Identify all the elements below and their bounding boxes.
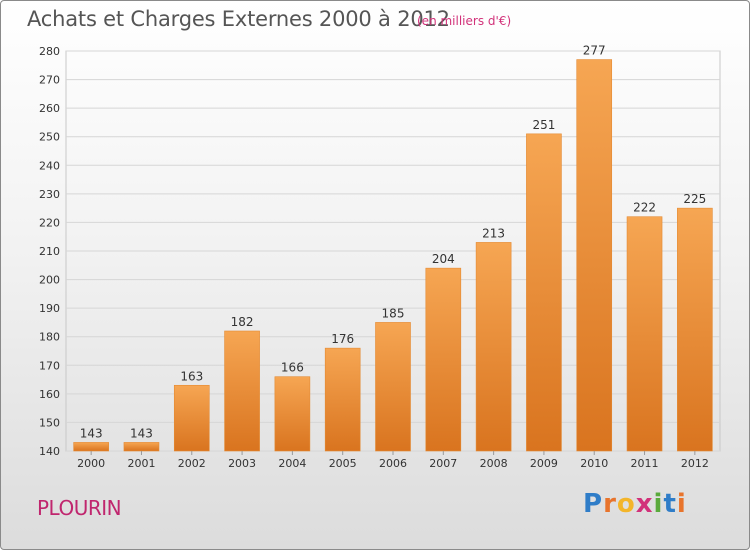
bar-2010: [576, 59, 613, 452]
data-label: 225: [683, 192, 706, 206]
bar-2012: [677, 207, 713, 452]
data-label: 143: [80, 426, 103, 440]
y-tick-label: 270: [39, 74, 60, 87]
data-label: 163: [180, 369, 203, 383]
x-tick-label: 2008: [480, 457, 508, 470]
y-tick-label: 250: [39, 131, 60, 144]
data-label: 143: [130, 426, 153, 440]
chart-subtitle: (en milliers d'€): [417, 14, 512, 28]
x-tick-label: 2001: [127, 457, 155, 470]
x-tick-label: 2000: [77, 457, 105, 470]
brand-letter: o: [616, 489, 636, 519]
data-label: 204: [432, 252, 455, 266]
bar-2008: [475, 242, 512, 452]
bar-2011: [626, 216, 663, 452]
brand-letter: x: [635, 489, 654, 519]
brand-letter: r: [603, 489, 617, 519]
bar-2003: [224, 330, 260, 452]
bar-2004: [274, 376, 311, 452]
x-tick-label: 2011: [631, 457, 659, 470]
data-label: 166: [281, 361, 304, 375]
y-tick-label: 230: [39, 188, 60, 201]
y-tick-label: 280: [39, 45, 60, 58]
x-tick-label: 2003: [228, 457, 256, 470]
data-label: 182: [231, 315, 254, 329]
y-tick-label: 220: [39, 216, 60, 229]
bar-2000: [73, 442, 109, 452]
data-label: 185: [382, 306, 405, 320]
x-tick-label: 2007: [429, 457, 457, 470]
data-label: 213: [482, 226, 505, 240]
brand-letter: i: [653, 489, 664, 519]
y-tick-label: 160: [39, 388, 60, 401]
y-tick-label: 200: [39, 274, 60, 287]
bar-2006: [375, 322, 411, 452]
bar-2007: [425, 267, 462, 452]
data-label: 277: [583, 44, 606, 58]
brand-letter: P: [583, 489, 604, 519]
x-tick-label: 2005: [329, 457, 357, 470]
bar-2001: [123, 442, 160, 452]
y-tick-label: 240: [39, 159, 60, 172]
bars: 143 143 163 182 166 176 185 204 213 251 277 222 225: [73, 44, 713, 452]
chart-title: Achats et Charges Externes 2000 à 2012: [27, 7, 450, 31]
x-tick-label: 2012: [681, 457, 709, 470]
y-tick-label: 190: [39, 302, 60, 315]
data-label: 176: [331, 332, 354, 346]
x-tick-label: 2002: [178, 457, 206, 470]
y-tick-label: 210: [39, 245, 60, 258]
brand-letter: t: [663, 489, 677, 519]
y-tick-label: 150: [39, 416, 60, 429]
y-tick-label: 140: [39, 445, 60, 458]
data-label: 222: [633, 201, 656, 215]
axes: 140 150 160 170 180 190 200 210 220 230 240 250 260 2…: [39, 45, 709, 470]
x-tick-label: 2006: [379, 457, 407, 470]
data-label: 251: [532, 118, 555, 132]
town-name: PLOURIN: [37, 496, 122, 520]
bar-2002: [173, 384, 210, 452]
y-tick-label: 170: [39, 359, 60, 372]
brand-logo: Proxiti: [583, 489, 687, 519]
brand-letter: i: [676, 489, 687, 519]
x-tick-label: 2009: [530, 457, 558, 470]
x-tick-label: 2010: [580, 457, 608, 470]
x-tick-label: 2004: [278, 457, 306, 470]
bar-2009: [526, 133, 562, 452]
bar-2005: [324, 347, 361, 452]
y-tick-label: 180: [39, 331, 60, 344]
y-tick-label: 260: [39, 102, 60, 115]
